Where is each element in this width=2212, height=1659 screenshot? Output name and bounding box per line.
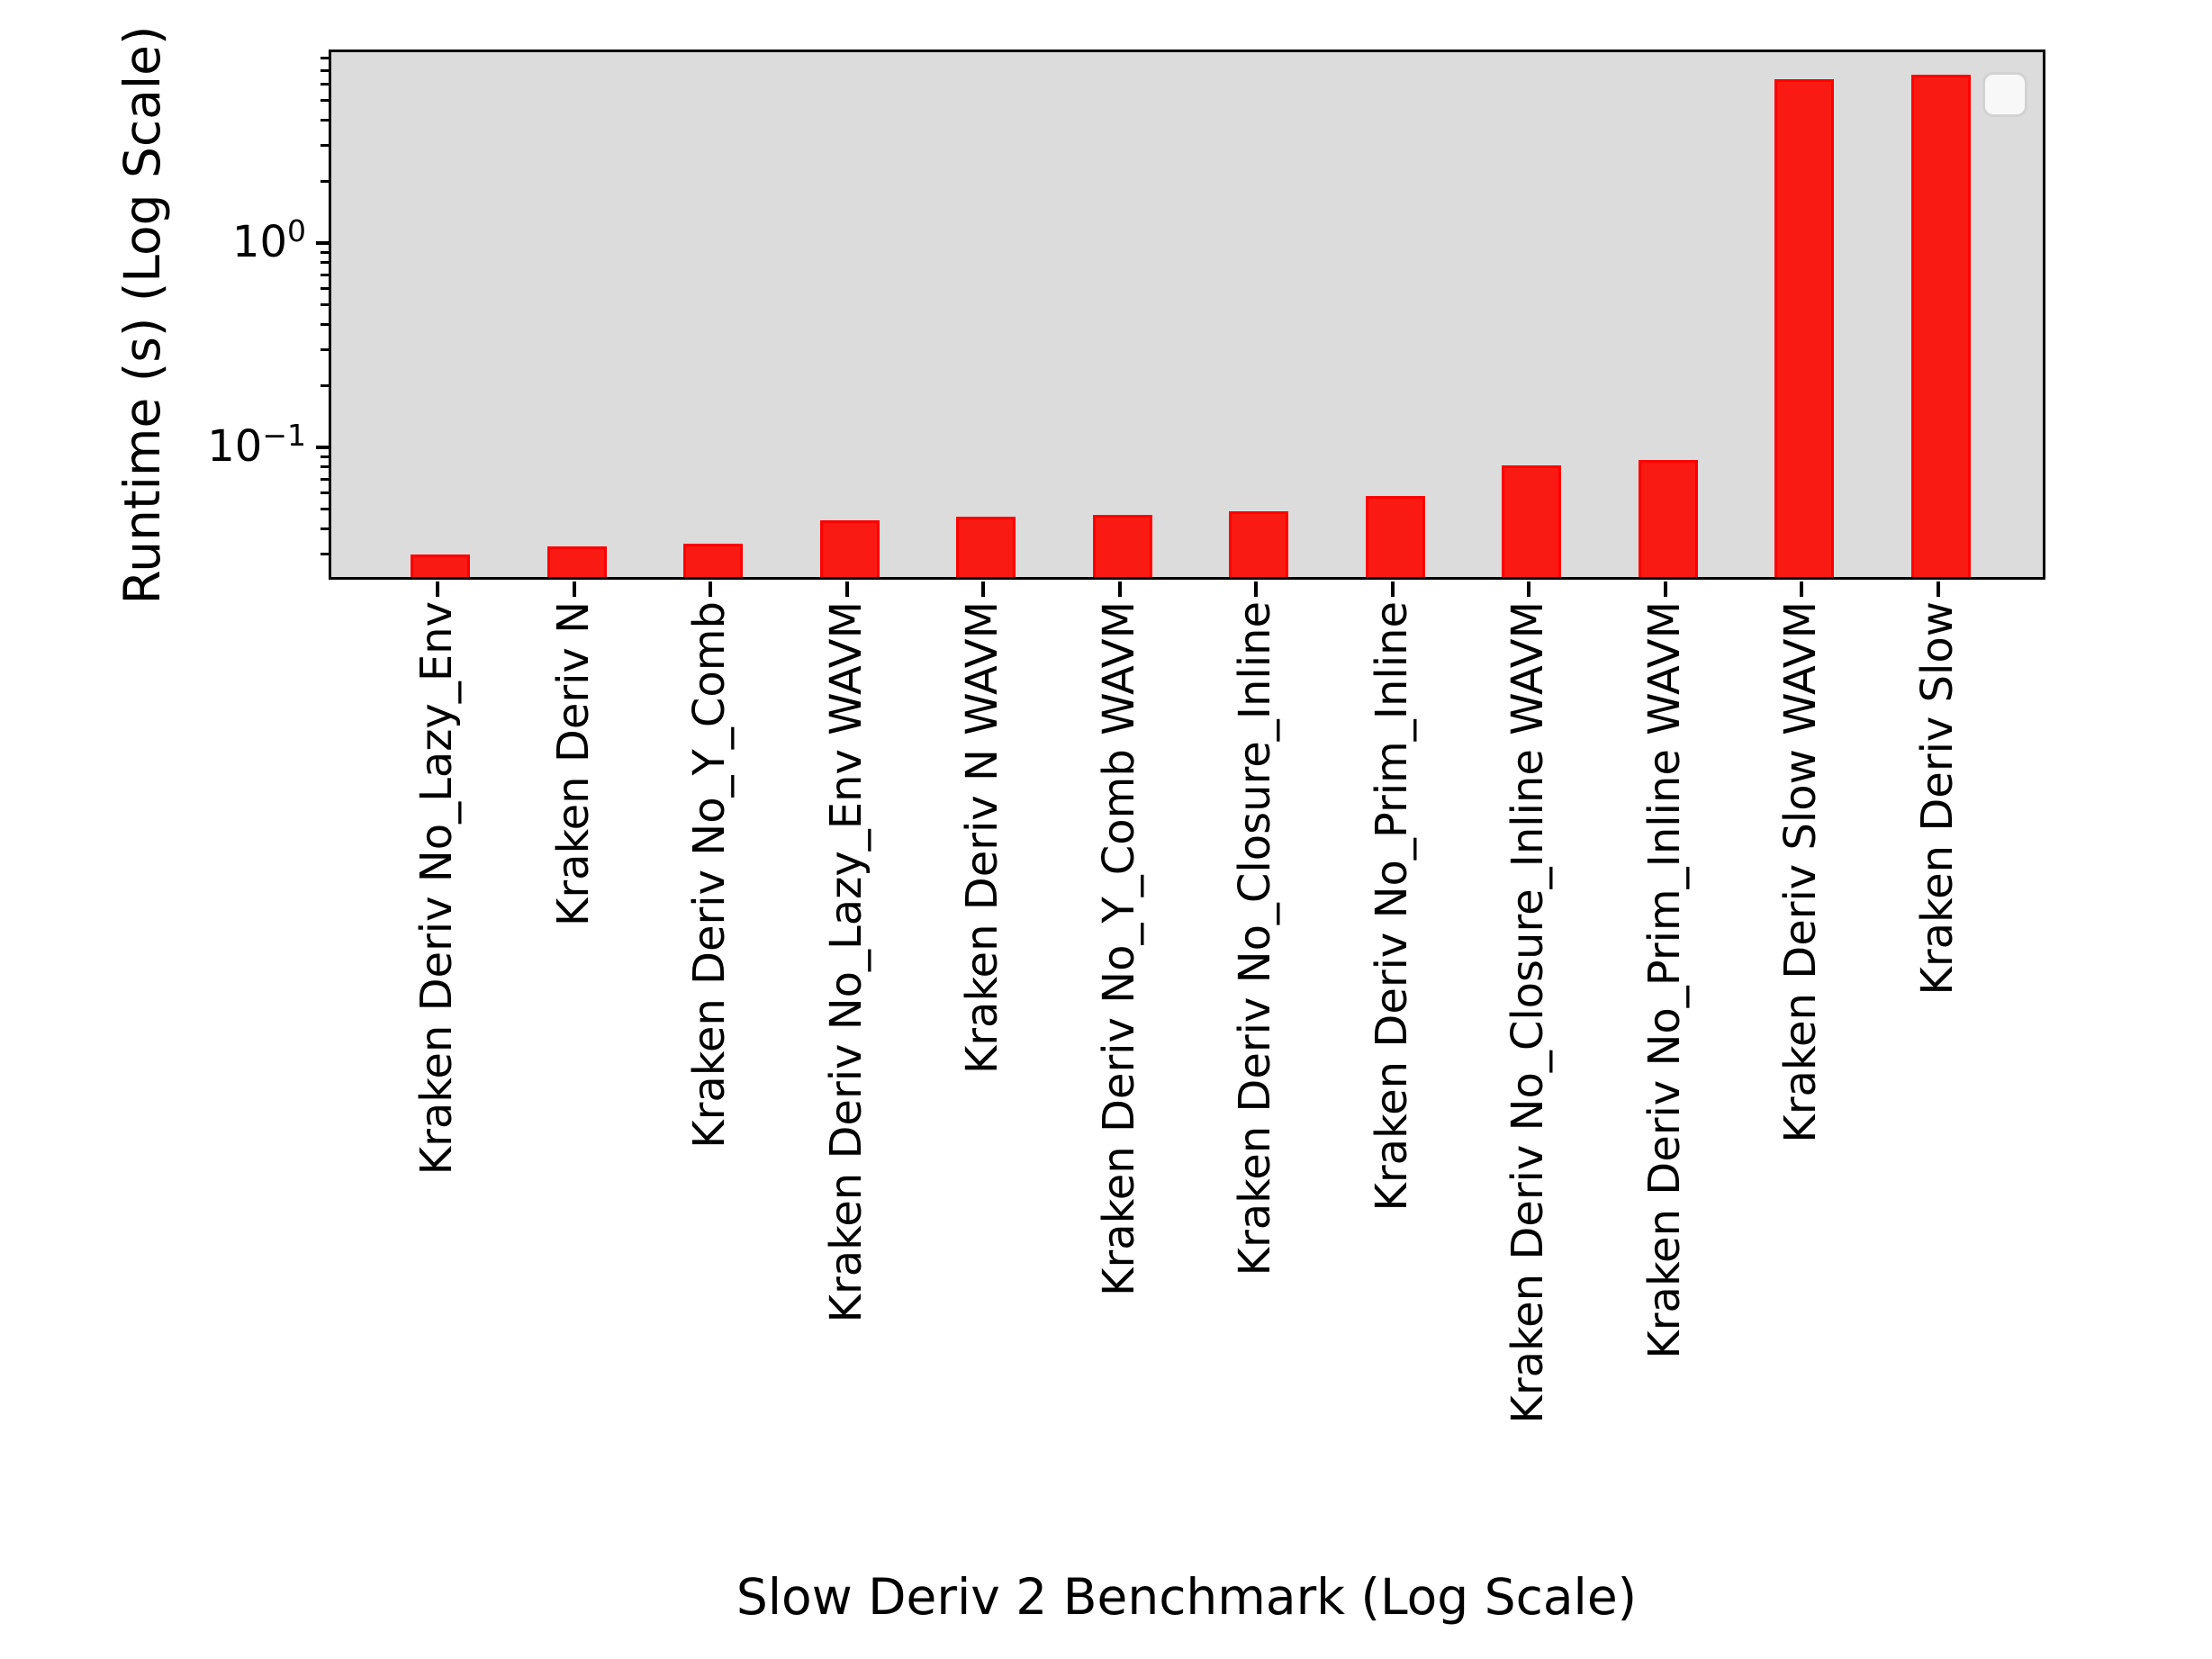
- y-major-tick: [316, 241, 329, 245]
- y-minor-tick: [321, 455, 329, 458]
- y-minor-tick: [321, 491, 329, 494]
- x-tick: [572, 582, 576, 597]
- y-axis-label: Runtime (s) (Log Scale): [113, 25, 171, 605]
- y-minor-tick: [321, 82, 329, 86]
- x-tick: [1527, 582, 1530, 597]
- x-tick-label: Kraken Deriv No_Lazy_Env: [411, 601, 463, 1176]
- x-tick-label: Kraken Deriv No_Prim_Inline: [1366, 601, 1417, 1212]
- x-tick: [436, 582, 439, 597]
- bar: [819, 520, 880, 577]
- y-minor-tick: [321, 273, 329, 276]
- y-minor-tick: [321, 348, 329, 352]
- y-minor-tick: [321, 384, 329, 388]
- bar: [546, 545, 607, 577]
- x-tick: [1390, 582, 1395, 597]
- x-tick-label: Kraken Deriv Slow WAVM: [1775, 601, 1827, 1143]
- x-tick-label: Kraken Deriv No_Prim_Inline WAVM: [1639, 601, 1690, 1359]
- bar: [411, 555, 470, 577]
- x-axis-label: Slow Deriv 2 Benchmark (Log Scale): [736, 1568, 1638, 1626]
- bar: [956, 517, 1016, 577]
- x-tick-label: Kraken Deriv No_Y_Comb: [684, 601, 736, 1149]
- y-minor-tick: [321, 302, 329, 306]
- y-minor-tick: [321, 465, 329, 469]
- bar: [1638, 460, 1698, 577]
- x-tick: [844, 582, 849, 597]
- bar: [1365, 496, 1425, 577]
- x-tick: [709, 582, 712, 597]
- x-tick: [1936, 582, 1940, 597]
- x-tick-label: Kraken Deriv N: [547, 601, 599, 927]
- y-minor-tick: [321, 477, 329, 481]
- y-minor-tick: [321, 250, 329, 254]
- bar: [1092, 514, 1152, 577]
- y-minor-tick: [321, 507, 329, 510]
- x-tick-label: Kraken Deriv No_Lazy_Env WAVM: [820, 601, 871, 1323]
- y-tick-label: 100: [231, 213, 306, 267]
- x-tick: [981, 582, 985, 597]
- y-minor-tick: [321, 118, 329, 122]
- x-tick-label: Kraken Deriv No_Y_Comb WAVM: [1093, 601, 1144, 1296]
- y-minor-tick: [321, 527, 329, 530]
- x-tick-label: Kraken Deriv N WAVM: [957, 601, 1008, 1075]
- y-minor-tick: [321, 322, 329, 326]
- y-major-tick: [316, 446, 329, 449]
- plot-area: [329, 50, 2045, 580]
- x-tick: [1254, 582, 1258, 597]
- bar: [1502, 465, 1561, 577]
- x-tick-label: Kraken Deriv No_Closure_Inline: [1230, 601, 1281, 1276]
- y-minor-tick: [321, 98, 329, 102]
- y-minor-tick: [321, 144, 329, 148]
- bar: [683, 543, 743, 577]
- bar: [1774, 78, 1834, 577]
- y-minor-tick: [321, 286, 329, 290]
- x-tick-label: Kraken Deriv Slow: [1911, 601, 1963, 996]
- y-minor-tick: [321, 68, 329, 72]
- y-minor-tick: [321, 261, 329, 265]
- bar: [1229, 510, 1288, 577]
- y-minor-tick: [321, 553, 329, 556]
- x-tick: [1800, 582, 1803, 597]
- y-tick-label: 10−1: [207, 418, 306, 472]
- x-tick: [1663, 582, 1667, 597]
- y-minor-tick: [321, 57, 329, 60]
- x-tick: [1117, 582, 1122, 597]
- x-tick-label: Kraken Deriv No_Closure_Inline WAVM: [1503, 601, 1554, 1424]
- y-minor-tick: [321, 180, 329, 184]
- bar: [1910, 74, 1971, 577]
- legend-box: [1982, 72, 2027, 117]
